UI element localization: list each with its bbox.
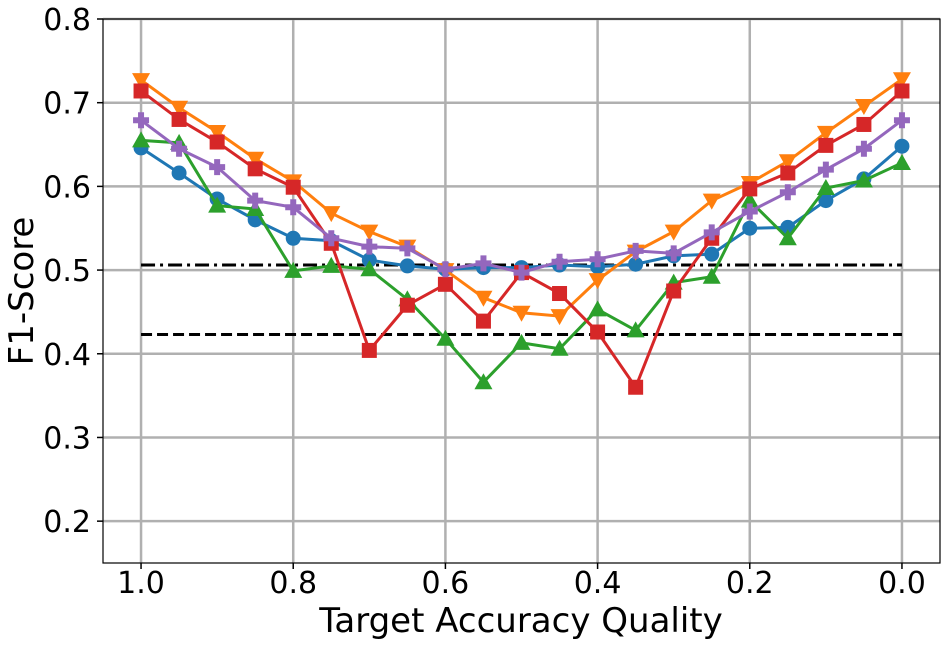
marker <box>817 161 834 178</box>
marker <box>893 112 910 129</box>
x-tick-label: 0.2 <box>726 566 774 601</box>
marker <box>856 116 872 132</box>
marker <box>323 230 340 247</box>
marker <box>322 206 341 223</box>
marker <box>854 171 873 188</box>
marker <box>628 379 644 395</box>
marker <box>588 300 607 317</box>
y-axis-label: F1-Score <box>2 217 42 366</box>
marker <box>551 253 568 270</box>
marker <box>740 191 759 208</box>
marker <box>399 240 416 257</box>
marker <box>475 313 491 329</box>
y-tick-label: 0.2 <box>43 505 91 540</box>
marker <box>170 100 189 117</box>
x-tick-label: 0.4 <box>574 566 622 601</box>
y-tick-label: 0.6 <box>43 170 91 205</box>
marker <box>512 333 531 350</box>
marker <box>132 131 151 148</box>
marker <box>285 230 301 246</box>
marker <box>475 255 492 272</box>
marker <box>550 339 569 356</box>
marker <box>892 153 911 170</box>
x-axis-label: Target Accuracy Quality <box>318 601 723 641</box>
marker <box>702 267 721 284</box>
marker <box>892 72 911 89</box>
marker <box>703 224 720 241</box>
marker <box>816 179 835 196</box>
marker <box>360 224 379 241</box>
marker <box>552 286 568 302</box>
marker <box>436 329 455 346</box>
marker <box>589 251 606 268</box>
marker <box>399 297 415 313</box>
marker <box>132 73 151 90</box>
marker <box>628 256 644 272</box>
marker <box>627 242 644 259</box>
marker <box>133 83 149 99</box>
marker <box>704 246 720 262</box>
marker <box>246 151 265 168</box>
marker <box>855 140 872 157</box>
marker <box>209 159 226 176</box>
plot-frame <box>102 18 941 564</box>
marker <box>361 238 378 255</box>
marker <box>208 124 227 141</box>
marker <box>285 199 302 216</box>
marker <box>818 137 834 153</box>
marker <box>742 181 758 197</box>
marker <box>742 220 758 236</box>
marker <box>209 134 225 150</box>
marker <box>779 184 796 201</box>
marker <box>550 309 569 326</box>
x-tick-label: 0.6 <box>422 566 470 601</box>
marker <box>474 373 493 390</box>
marker <box>208 196 227 213</box>
marker <box>322 256 341 273</box>
marker <box>513 264 530 281</box>
marker <box>894 138 910 154</box>
marker <box>474 290 493 307</box>
marker <box>171 165 187 181</box>
marker <box>247 192 264 209</box>
marker <box>894 83 910 99</box>
y-tick-label: 0.5 <box>43 254 91 289</box>
marker <box>666 283 682 299</box>
marker <box>171 111 187 127</box>
marker <box>778 229 797 246</box>
marker <box>741 203 758 220</box>
marker <box>133 112 150 129</box>
marker <box>816 125 835 142</box>
y-tick-label: 0.7 <box>43 87 91 122</box>
y-tick-label: 0.4 <box>43 338 91 373</box>
marker <box>437 261 454 278</box>
marker <box>778 154 797 171</box>
marker <box>780 165 796 181</box>
marker <box>285 179 301 195</box>
marker <box>512 305 531 322</box>
marker <box>702 193 721 210</box>
marker <box>626 321 645 338</box>
marker <box>247 161 263 177</box>
marker <box>361 252 377 268</box>
marker <box>284 261 303 278</box>
marker <box>854 99 873 116</box>
marker <box>588 273 607 290</box>
marker <box>361 342 377 358</box>
marker <box>437 276 453 292</box>
x-tick-label: 1.0 <box>117 566 165 601</box>
y-tick-label: 0.8 <box>43 3 91 38</box>
x-tick-label: 0.8 <box>269 566 317 601</box>
marker <box>664 224 683 241</box>
marker <box>818 193 834 209</box>
y-tick-label: 0.3 <box>43 421 91 456</box>
x-tick-label: 0.0 <box>878 566 926 601</box>
marker <box>399 258 415 274</box>
marker <box>665 245 682 262</box>
marker <box>590 324 606 340</box>
marker <box>360 260 379 277</box>
marker <box>171 140 188 157</box>
